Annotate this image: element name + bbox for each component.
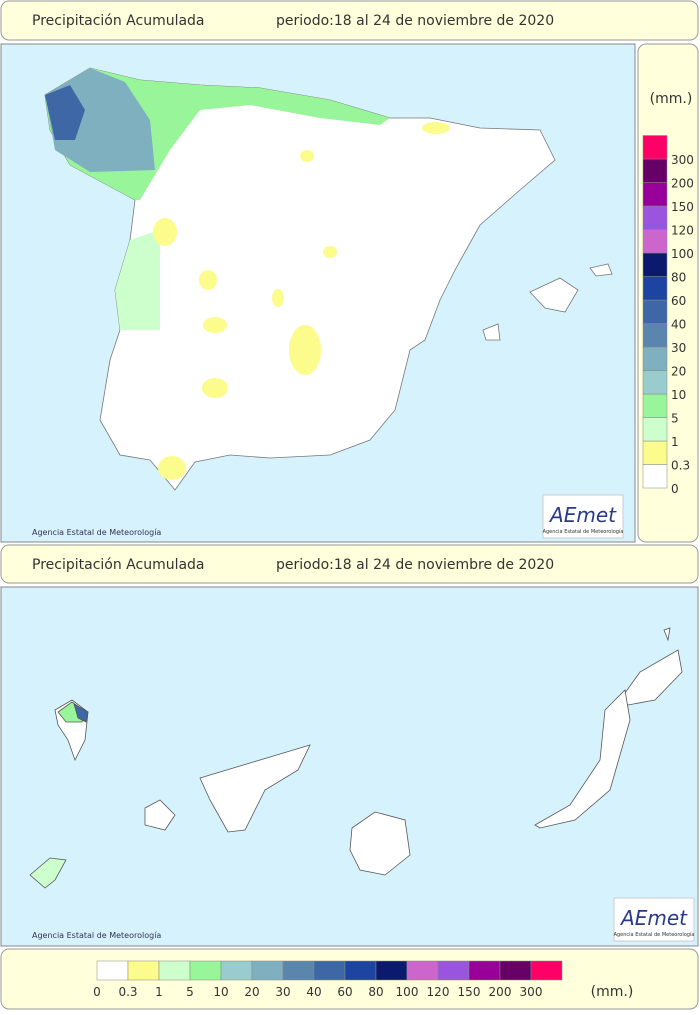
title: Precipitación Acumulada [32, 13, 205, 29]
legend-label: 0.3 [118, 985, 137, 999]
legend-swatch [530, 960, 563, 981]
legend-vertical: 0 0.3 1 5 10 20 30 40 60 80 100 120 150 200 300 [642, 135, 694, 496]
legend-label: 10 [671, 388, 686, 402]
legend-label: 300 [520, 985, 543, 999]
legend-label: 300 [671, 153, 694, 167]
header-bar [0, 0, 699, 41]
legend-swatch [251, 960, 284, 981]
legend-swatch [282, 960, 315, 981]
legend-swatch [642, 276, 668, 301]
legend-label: 150 [671, 200, 694, 214]
logo: AEmet [548, 503, 617, 527]
legend-horizontal: 0 0.3 1 5 10 20 30 40 60 80 100 120 150 200 300 [93, 960, 563, 999]
legend-swatch [437, 960, 470, 981]
legend-unit: (mm.) [591, 984, 634, 1000]
legend-label: 30 [275, 985, 290, 999]
legend-swatch [220, 960, 253, 981]
legend-label: 30 [671, 341, 686, 355]
legend-label: 100 [671, 247, 694, 261]
legend-swatch [642, 393, 668, 418]
legend-swatch [642, 205, 668, 230]
legend-label: 20 [671, 365, 686, 379]
legend-label: 120 [427, 985, 450, 999]
legend-label: 80 [368, 985, 383, 999]
legend-label: 1 [671, 435, 679, 449]
legend-label: 0.3 [671, 459, 690, 473]
logo-box [613, 897, 695, 942]
legend-swatch [642, 135, 668, 160]
legend-swatch [375, 960, 408, 981]
period: periodo:18 al 24 de noviembre de 2020 [276, 557, 554, 573]
logo-box [542, 494, 624, 539]
header-bar [0, 544, 699, 584]
logo: AEmet [619, 906, 688, 930]
legend-swatch [642, 158, 668, 183]
map-panel [0, 586, 699, 947]
legend-swatch [189, 960, 222, 981]
legend-swatch [642, 299, 668, 324]
legend-swatch [642, 417, 668, 442]
legend-swatch [642, 323, 668, 348]
credit: Agencia Estatal de Meteorología [32, 528, 161, 537]
legend-label: 40 [671, 318, 686, 332]
credit: Agencia Estatal de Meteorología [32, 931, 161, 940]
legend-swatch [642, 252, 668, 277]
period: periodo:18 al 24 de noviembre de 2020 [276, 13, 554, 29]
peninsula [44, 67, 613, 491]
legend-swatch [468, 960, 501, 981]
logo-sub: Agencia Estatal de Meteorología [543, 528, 624, 535]
legend-label: 40 [306, 985, 321, 999]
legend-swatch [158, 960, 191, 981]
legend-label: 20 [244, 985, 259, 999]
legend-swatch [642, 464, 668, 489]
legend-swatch [313, 960, 346, 981]
legend-label: 5 [671, 412, 679, 426]
legend-swatch [499, 960, 532, 981]
legend-swatch [642, 370, 668, 395]
legend-unit: (mm.) [650, 91, 693, 107]
legend-label: 100 [396, 985, 419, 999]
legend-label: 60 [671, 294, 686, 308]
logo-sub: Agencia Estatal de Meteorología [614, 931, 695, 938]
legend-swatch [127, 960, 160, 981]
title: Precipitación Acumulada [32, 557, 205, 573]
legend-label: 0 [671, 482, 679, 496]
legend-label: 10 [213, 985, 228, 999]
legend-swatch [344, 960, 377, 981]
legend-label: 1 [155, 985, 163, 999]
legend-label: 60 [337, 985, 352, 999]
legend-label: 150 [458, 985, 481, 999]
legend-label: 80 [671, 271, 686, 285]
legend-swatch [642, 182, 668, 207]
legend-swatch [96, 960, 129, 981]
legend-label: 200 [489, 985, 512, 999]
legend-label: 0 [93, 985, 101, 999]
legend-label: 5 [186, 985, 194, 999]
legend-swatch [406, 960, 439, 981]
legend-swatch [642, 346, 668, 371]
legend-swatch [642, 229, 668, 254]
legend-swatch [642, 440, 668, 465]
legend-label: 120 [671, 224, 694, 238]
islands [29, 627, 683, 889]
legend-label: 200 [671, 177, 694, 191]
